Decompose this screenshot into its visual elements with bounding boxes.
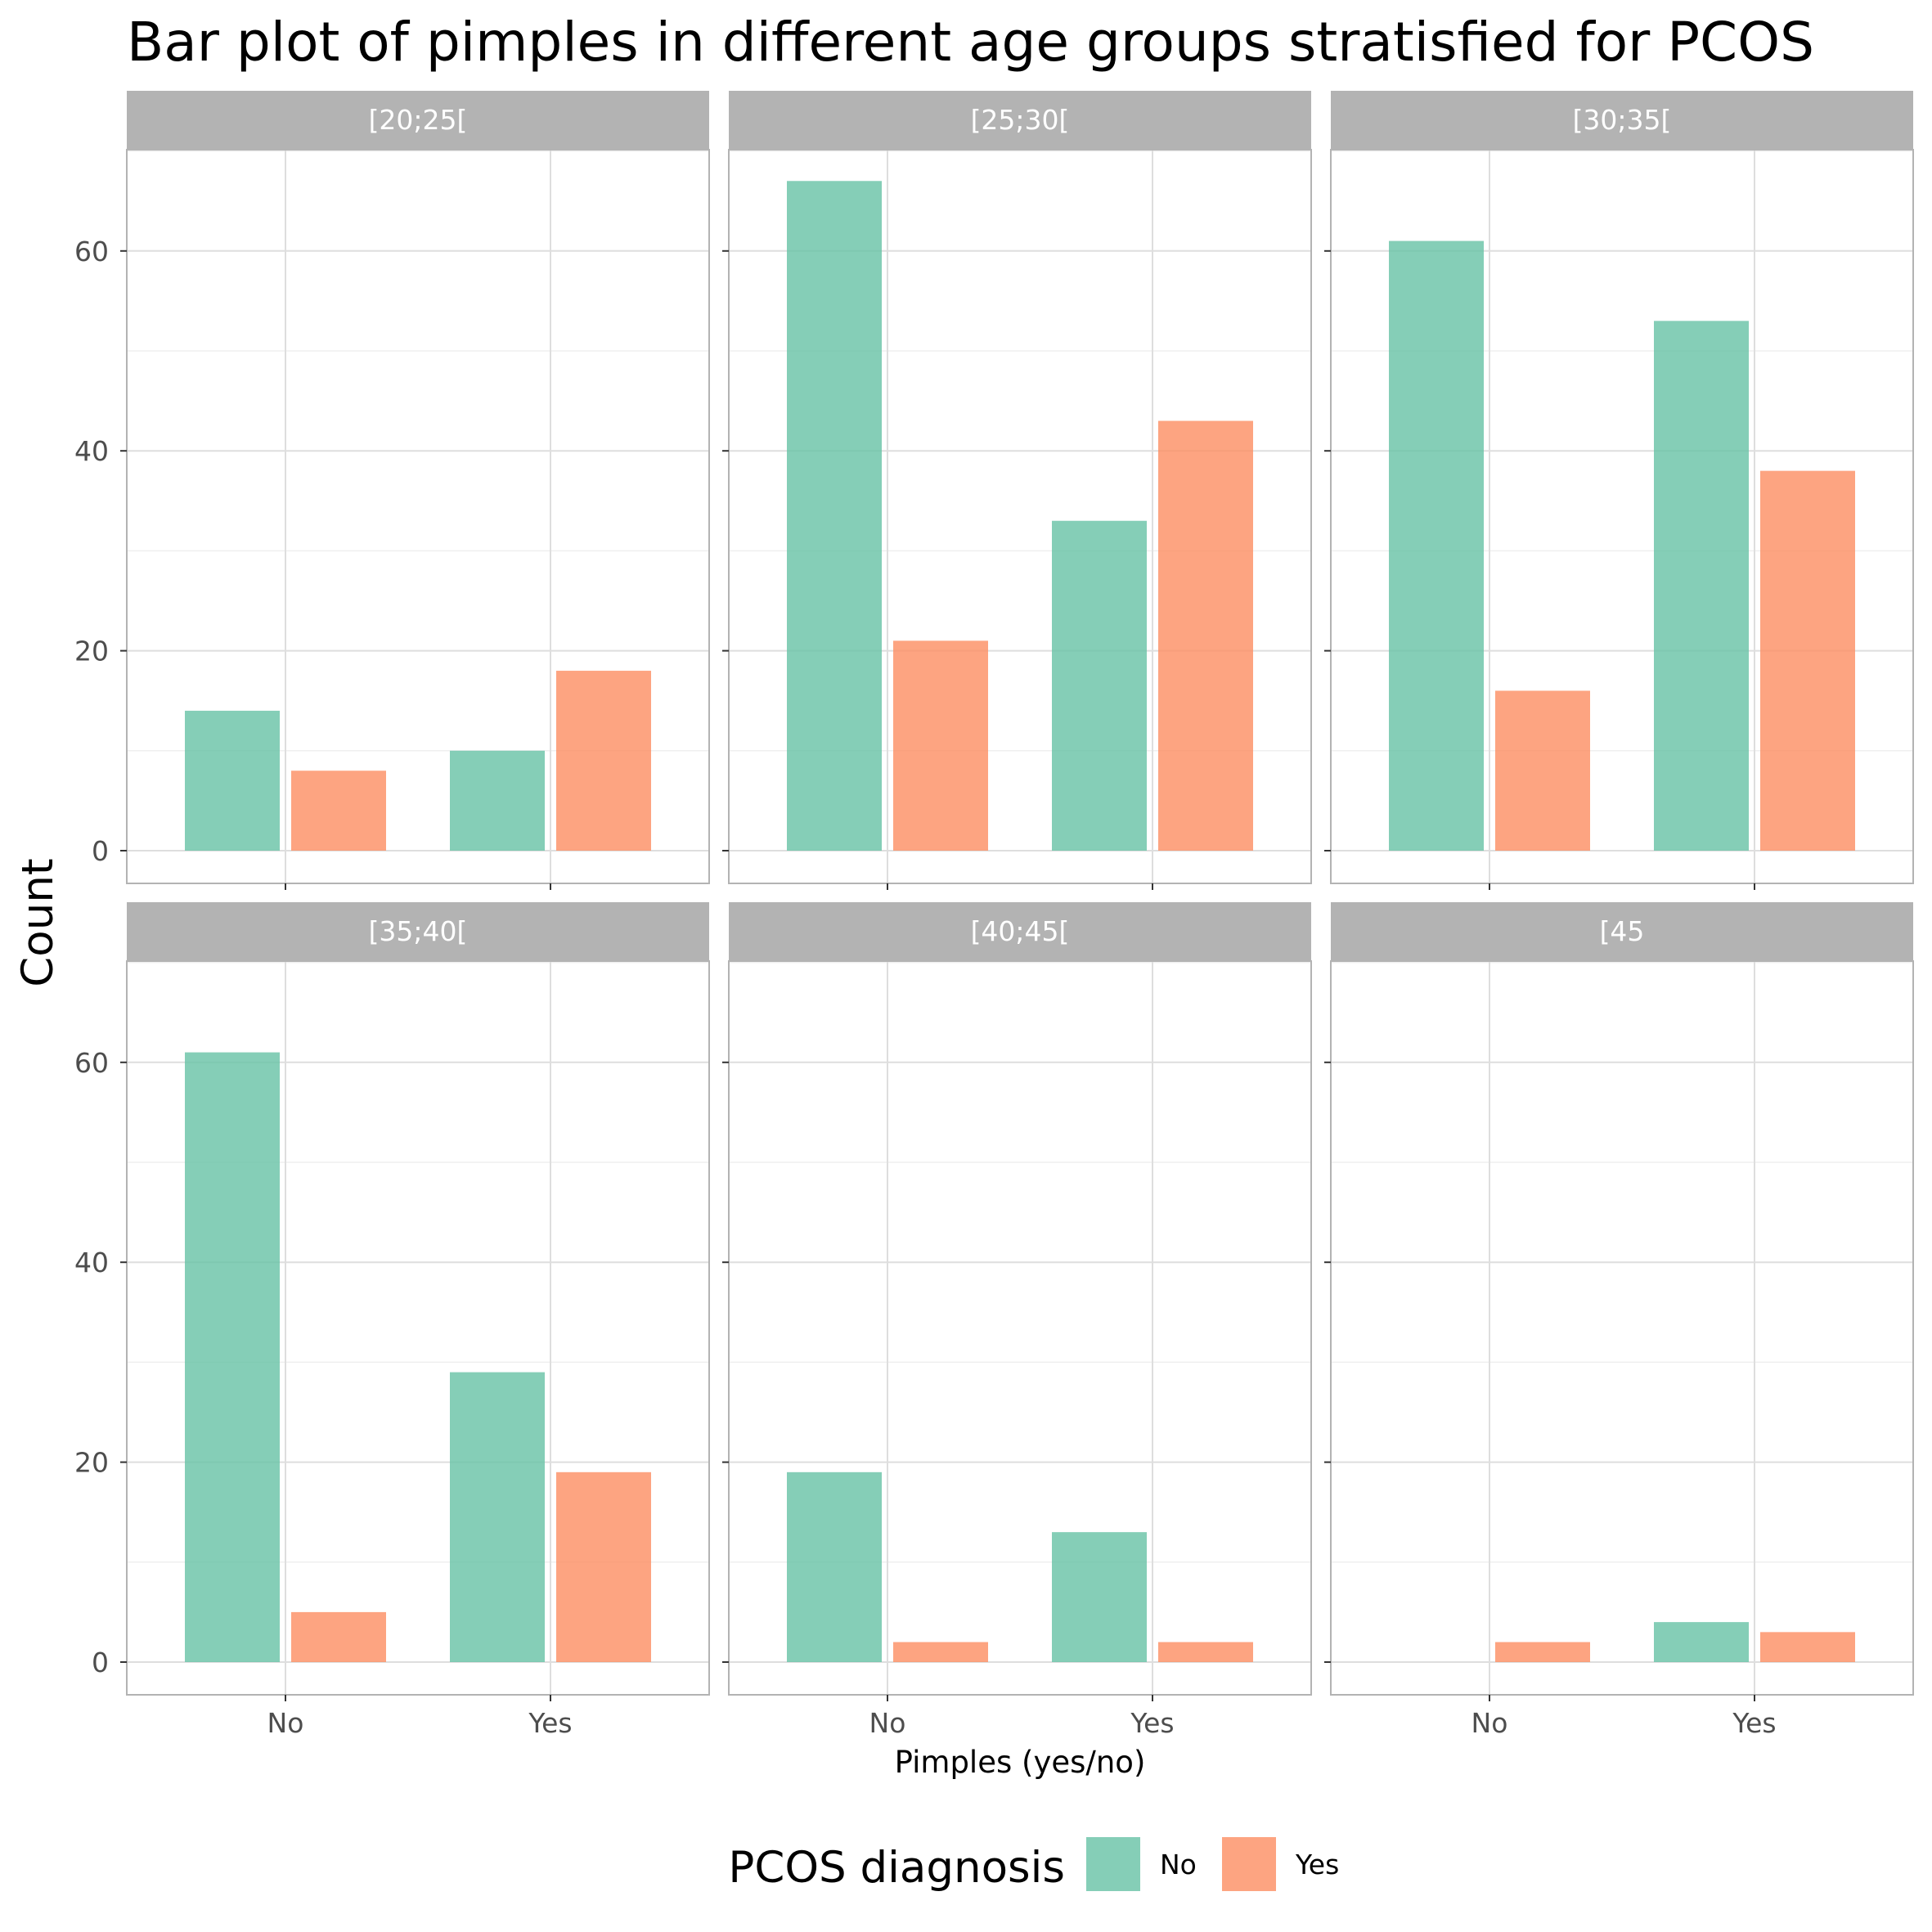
- facet-strip-label: [25;30[: [971, 104, 1070, 136]
- legend-label-no: No: [1160, 1849, 1197, 1880]
- facet-strip: [127, 91, 709, 150]
- y-tick-label: 40: [74, 435, 109, 467]
- bar-yes-yes: [1760, 1632, 1855, 1662]
- y-tick-label: 20: [74, 1447, 109, 1479]
- y-tick-label: 20: [74, 636, 109, 667]
- y-tick-label: 40: [74, 1247, 109, 1278]
- facet-panel: [30;35[: [1324, 91, 1914, 890]
- bar-yes-no: [893, 1642, 988, 1662]
- bar-yes-no: [291, 771, 386, 851]
- facet-strip-label: [20;25[: [369, 104, 468, 136]
- bar-no-yes: [1654, 1622, 1749, 1662]
- bar-no-yes: [1052, 1532, 1147, 1662]
- bar-yes-no: [291, 1611, 386, 1662]
- bar-no-yes: [1654, 321, 1749, 851]
- x-tick-label: No: [1471, 1707, 1508, 1739]
- bar-yes-yes: [1158, 420, 1253, 851]
- facet-strip: [1331, 902, 1913, 961]
- facet-panel: [40;45[: [722, 902, 1312, 1701]
- bar-no-yes: [450, 750, 545, 851]
- facet-strip: [127, 902, 709, 961]
- facet-panel: [20;25[: [120, 91, 710, 890]
- legend-items: No Yes: [1086, 1837, 1339, 1891]
- panel-background: [1331, 961, 1913, 1695]
- facet-panel: [45: [1324, 902, 1914, 1701]
- x-axis-ticks: No Yes No Yes No Yes: [267, 1707, 1777, 1739]
- bar-no-no: [185, 710, 280, 851]
- bar-yes-no: [1495, 690, 1590, 851]
- x-tick-label: No: [267, 1707, 304, 1739]
- chart-title: Bar plot of pimples in different age gro…: [127, 11, 1814, 74]
- legend: PCOS diagnosis No Yes: [728, 1837, 1339, 1893]
- bar-yes-no: [1495, 1642, 1590, 1662]
- facet-panel: [35;40[: [120, 902, 710, 1701]
- legend-label-yes: Yes: [1295, 1849, 1339, 1880]
- bar-yes-yes: [556, 671, 651, 851]
- y-axis-title: Count: [13, 858, 63, 986]
- bar-yes-no: [893, 640, 988, 851]
- bar-no-yes: [450, 1372, 545, 1662]
- facet-strip-label: [35;40[: [369, 915, 468, 947]
- bar-no-no: [787, 1471, 882, 1662]
- facet-strip: [729, 91, 1311, 150]
- y-tick-label: 60: [74, 1047, 109, 1079]
- x-tick-label: No: [869, 1707, 906, 1739]
- y-tick-label: 0: [92, 835, 109, 867]
- x-tick-label: Yes: [528, 1707, 572, 1739]
- legend-key-yes: [1222, 1837, 1276, 1891]
- x-tick-label: Yes: [1732, 1707, 1776, 1739]
- x-tick-label: Yes: [1130, 1707, 1174, 1739]
- facet-strip: [1331, 91, 1913, 150]
- bar-no-no: [1389, 240, 1484, 851]
- bar-no-no: [185, 1052, 280, 1662]
- y-axis-ticks: 0 20 40 60 0 20 40 60: [74, 236, 109, 1678]
- legend-title: PCOS diagnosis: [728, 1843, 1065, 1893]
- legend-key-no: [1086, 1837, 1140, 1891]
- bar-yes-yes: [556, 1471, 651, 1662]
- facet-panels: [20;25[ [25;30[ [30;35[ [35;40[ [40;45[ [45: [120, 91, 1914, 1701]
- facet-strip-label: [40;45[: [971, 915, 1070, 947]
- bar-no-yes: [1052, 520, 1147, 851]
- y-tick-label: 60: [74, 236, 109, 267]
- facet-strip: [729, 902, 1311, 961]
- bar-yes-yes: [1760, 470, 1855, 851]
- facet-panel: [25;30[: [722, 91, 1312, 890]
- facet-strip-label: [30;35[: [1573, 104, 1672, 136]
- y-tick-label: 0: [92, 1647, 109, 1678]
- x-axis-title: Pimples (yes/no): [895, 1745, 1146, 1780]
- bar-yes-yes: [1158, 1642, 1253, 1662]
- bar-no-no: [787, 181, 882, 851]
- facet-strip-label: [45: [1600, 915, 1645, 947]
